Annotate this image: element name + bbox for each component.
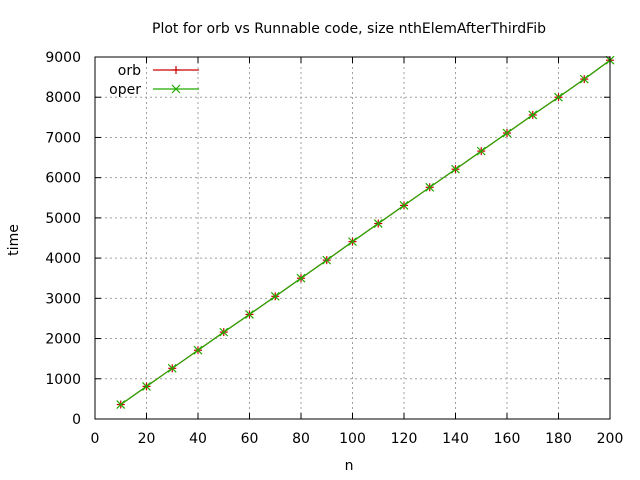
data-point-oper [219,327,229,337]
data-point-oper [554,92,563,102]
data-point-oper [425,182,435,192]
y-tick-label: 7000 [45,130,81,146]
data-point-oper [348,237,357,247]
data-point-oper [296,273,306,283]
y-tick-label: 0 [72,412,81,428]
x-tick-label: 40 [189,431,207,447]
legend-label-oper: oper [109,82,141,98]
legend-marker-oper [171,84,181,94]
y-tick-label: 3000 [45,291,81,307]
data-point-oper [142,381,151,391]
y-tick-label: 8000 [45,90,81,106]
x-tick-label: 200 [597,431,624,447]
data-point-oper [322,255,332,265]
x-tick-labels: 0 20 40 60 80 100 120 140 160 180 200 [91,431,624,447]
data-point-oper [399,200,409,210]
legend-label-orb: orb [118,63,141,79]
x-tick-label: 140 [442,431,469,447]
y-tick-label: 5000 [45,211,81,227]
legend: orb oper [109,63,199,98]
x-tick-label: 80 [292,431,310,447]
data-point-oper [528,110,538,120]
data-point-oper [116,400,126,409]
data-point-oper [476,146,486,156]
data-point-oper [451,164,460,174]
data-point-oper [245,309,254,319]
y-tick-label: 1000 [45,372,81,388]
y-tick-label: 9000 [45,50,81,66]
y-tick-labels: 0 1000 2000 3000 4000 5000 6000 7000 8000 9000 [45,50,81,428]
chart-title: Plot for orb vs Runnable code, size nthE… [152,21,546,37]
x-tick-label: 20 [138,431,156,447]
plot-frame [94,56,611,420]
data-point-oper [579,74,589,84]
x-tick-label: 100 [339,431,366,447]
x-tick-label: 0 [91,431,100,447]
data-point-oper [270,291,280,301]
series-line-oper [120,59,611,406]
x-tick-label: 120 [391,431,418,447]
x-tick-label: 180 [545,431,572,447]
series-oper [116,55,615,409]
x-axis-label: n [345,458,354,474]
x-tick-label: 60 [241,431,259,447]
data-point-oper [167,363,177,373]
data-point-oper [193,345,203,355]
data-point-oper [373,219,383,228]
y-tick-label: 4000 [45,251,81,267]
x-tick-label: 160 [494,431,521,447]
legend-marker-orb [172,66,180,74]
series [116,55,615,409]
y-axis-label: time [6,224,22,256]
data-point-oper [502,128,512,138]
y-tick-label: 6000 [45,171,81,187]
y-tick-label: 2000 [45,332,81,348]
